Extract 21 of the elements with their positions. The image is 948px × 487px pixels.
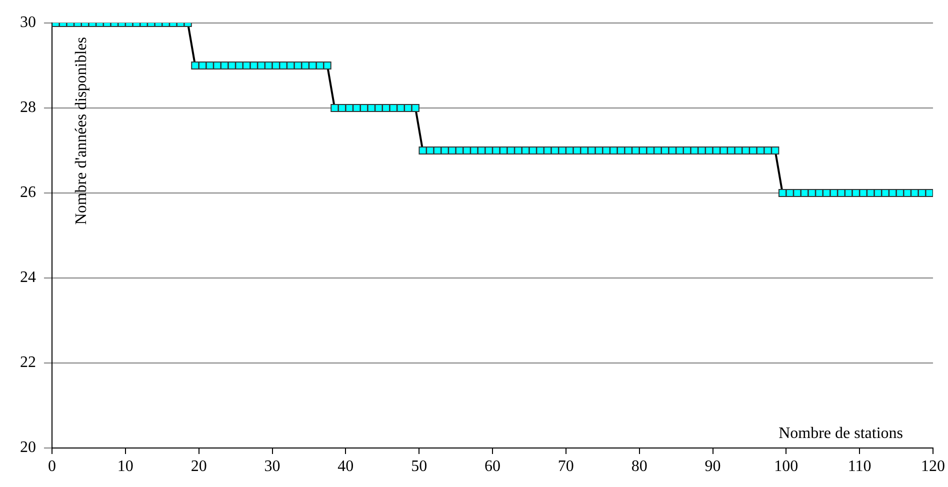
x-tick-label: 50 (411, 458, 428, 475)
y-tick-label: 28 (20, 99, 36, 116)
x-tick-label: 120 (921, 458, 945, 475)
y-tick-label: 30 (20, 14, 36, 32)
x-tick-label: 60 (484, 458, 500, 475)
y-tick-label: 20 (20, 439, 36, 456)
x-tick-label: 10 (117, 458, 134, 475)
x-tick-label: 30 (264, 458, 280, 475)
x-axis-title: Nombre de stations (778, 425, 903, 442)
x-tick-label: 40 (338, 458, 354, 475)
y-axis-title: Nombre d'années disponibles (73, 37, 90, 225)
x-tick-label: 110 (848, 458, 872, 475)
x-tick-label: 70 (558, 458, 574, 475)
x-tick-label: 80 (631, 458, 648, 475)
x-tick-label: 20 (190, 458, 207, 475)
x-tick-label: 90 (704, 458, 721, 475)
x-tick-label: 0 (48, 458, 56, 475)
y-tick-label: 22 (20, 354, 36, 372)
y-tick-label: 26 (20, 184, 36, 202)
x-tick-label: 100 (774, 458, 798, 475)
y-tick-label: 24 (20, 269, 36, 286)
